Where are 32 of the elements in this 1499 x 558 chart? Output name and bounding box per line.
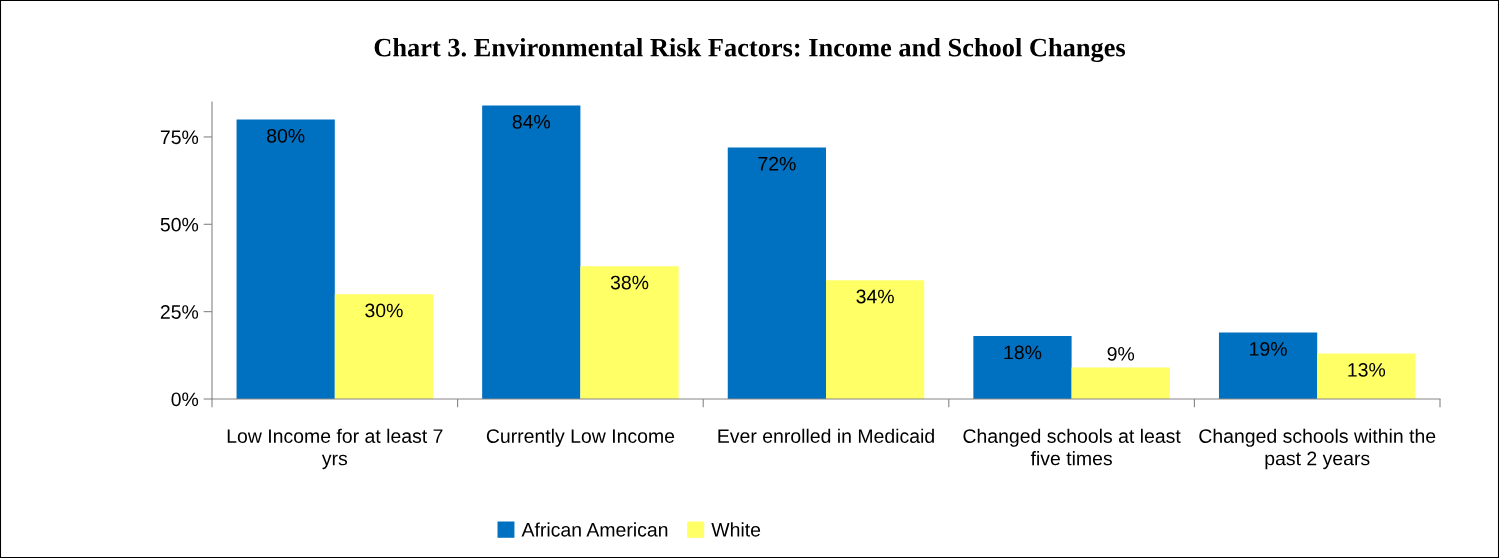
bar: [1317, 353, 1416, 399]
x-tick-label: Ever enrolled in Medicaid: [718, 428, 934, 443]
y-tick-label: 75%: [160, 130, 199, 145]
data-label: 38%: [610, 275, 649, 290]
legend-label: White: [711, 522, 761, 537]
data-label: 19%: [1250, 342, 1287, 356]
data-label: 30%: [365, 303, 403, 318]
bar: [482, 105, 581, 399]
bar: [236, 119, 335, 399]
bar: [580, 266, 679, 399]
data-label: 18%: [1004, 345, 1042, 360]
bar: [727, 147, 826, 399]
chart-title: Chart 3. Environmental Risk Factors: Income and School Changes: [374, 37, 1126, 63]
data-label: 84%: [512, 114, 551, 129]
bar: [1218, 332, 1318, 399]
x-tick-label: Changed schools at least five times: [963, 428, 1181, 466]
legend-label: African American: [521, 522, 668, 537]
bar: [973, 336, 1072, 399]
y-tick-label: 0%: [171, 392, 199, 407]
data-label: 80%: [267, 128, 305, 143]
bar: [334, 294, 434, 399]
x-tick-label: Changed schools within the past 2 years: [1199, 428, 1436, 470]
data-label: 13%: [1348, 363, 1386, 377]
data-label: 72%: [758, 156, 796, 171]
data-label: 34%: [856, 289, 894, 304]
x-tick-label: Currently Low Income: [486, 428, 675, 447]
data-label: 9%: [1107, 346, 1135, 361]
y-tick-label: 25%: [160, 305, 199, 319]
bar: [1071, 367, 1170, 399]
x-tick-label: Low Income for at least 7 yrs: [227, 428, 443, 470]
y-tick-label: 50%: [160, 217, 199, 232]
bar: [826, 280, 925, 399]
